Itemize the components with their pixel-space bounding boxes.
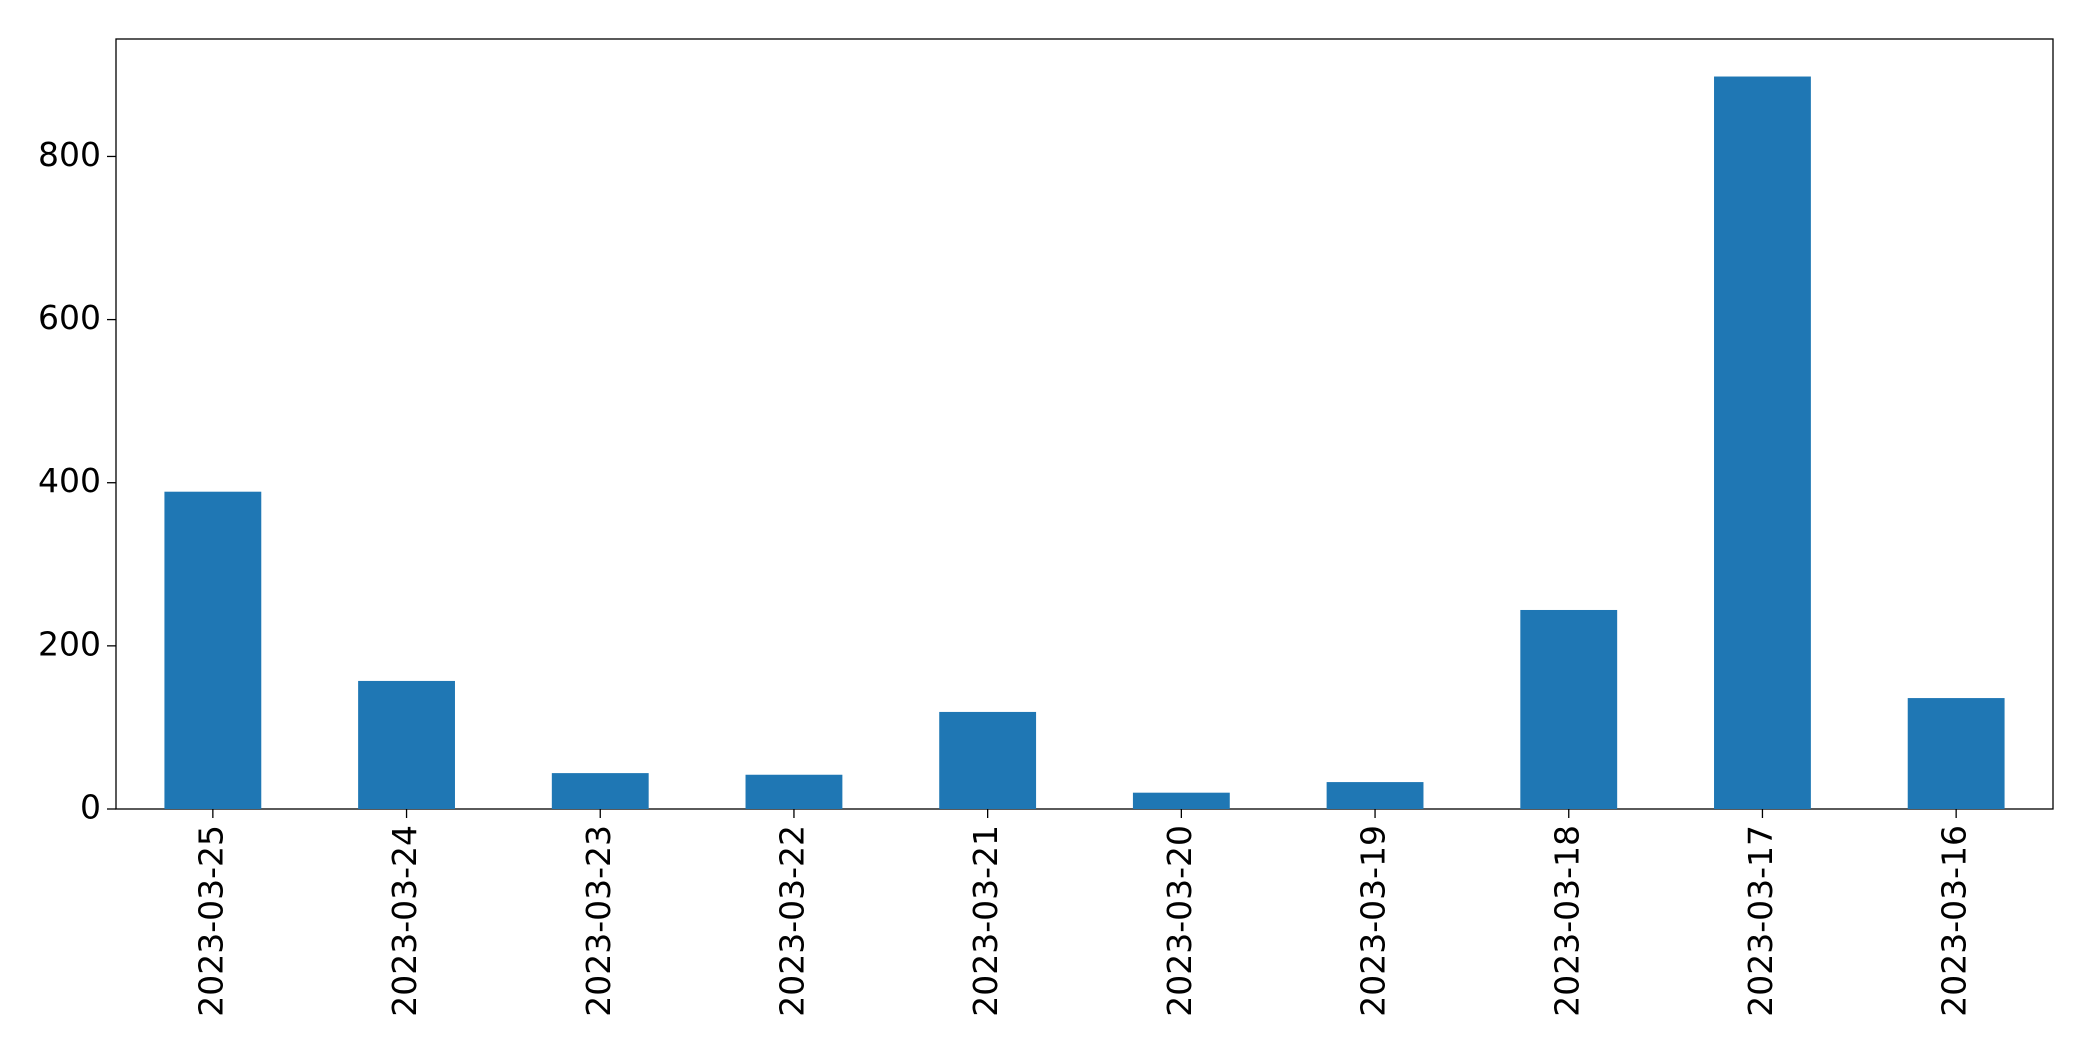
bar — [164, 491, 262, 809]
x-tick-label: 2023-03-20 — [1160, 825, 1199, 1017]
x-tick-label: 2023-03-17 — [1741, 825, 1780, 1017]
bar — [745, 774, 843, 809]
x-tick-label: 2023-03-16 — [1935, 825, 1974, 1017]
bar — [1132, 792, 1230, 809]
bar — [1714, 76, 1811, 810]
bar — [1907, 698, 2005, 809]
bar — [1326, 782, 1424, 809]
bar — [939, 711, 1037, 809]
x-tick-label: 2023-03-21 — [966, 825, 1005, 1017]
y-tick-label: 0 — [80, 788, 101, 827]
bar — [358, 680, 455, 809]
x-tick-label: 2023-03-18 — [1547, 825, 1586, 1017]
y-tick-label: 800 — [38, 135, 101, 174]
x-tick-label: 2023-03-22 — [772, 825, 811, 1017]
y-tick-label: 400 — [38, 461, 101, 500]
bar — [1520, 609, 1618, 809]
bar — [551, 773, 649, 809]
x-tick-label: 2023-03-19 — [1354, 825, 1393, 1017]
x-tick-label: 2023-03-25 — [191, 825, 230, 1017]
y-tick-label: 600 — [38, 298, 101, 337]
plot-frame — [115, 38, 2054, 810]
y-tick-label: 200 — [38, 624, 101, 663]
x-tick-label: 2023-03-24 — [385, 825, 424, 1017]
x-tick-label: 2023-03-23 — [579, 825, 618, 1017]
